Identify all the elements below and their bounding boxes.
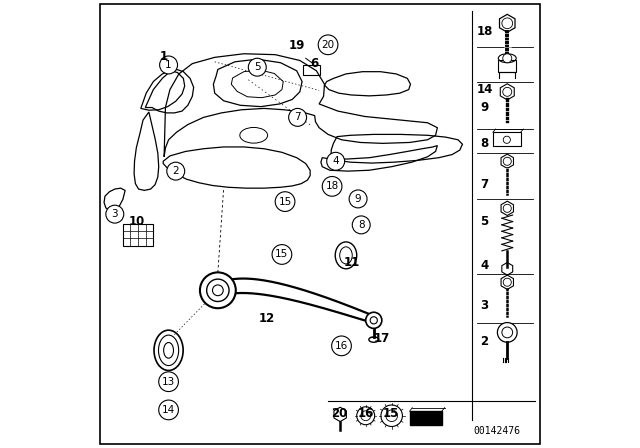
Text: 7: 7 <box>294 112 301 122</box>
Text: 18: 18 <box>476 25 493 38</box>
Text: 16: 16 <box>335 341 348 351</box>
Circle shape <box>503 87 512 96</box>
Circle shape <box>503 278 511 286</box>
Circle shape <box>323 177 342 196</box>
FancyBboxPatch shape <box>410 411 442 425</box>
Circle shape <box>352 216 370 234</box>
Text: 19: 19 <box>289 39 305 52</box>
Text: 5: 5 <box>254 62 260 72</box>
Text: 4: 4 <box>332 156 339 166</box>
Circle shape <box>497 323 517 342</box>
Text: 7: 7 <box>481 178 488 191</box>
Text: 13: 13 <box>162 377 175 387</box>
Text: 6: 6 <box>310 57 319 70</box>
Circle shape <box>370 317 378 324</box>
Circle shape <box>272 245 292 264</box>
Circle shape <box>332 336 351 356</box>
Circle shape <box>318 35 338 55</box>
Text: 4: 4 <box>480 258 488 272</box>
Circle shape <box>503 54 512 63</box>
Text: 15: 15 <box>383 407 399 421</box>
Text: 20: 20 <box>321 40 335 50</box>
Text: 3: 3 <box>111 209 118 219</box>
Circle shape <box>248 58 266 76</box>
Text: 2: 2 <box>481 335 488 348</box>
Text: 17: 17 <box>374 332 390 345</box>
Text: 18: 18 <box>326 181 339 191</box>
Text: 2: 2 <box>172 166 179 176</box>
Text: 11: 11 <box>344 256 360 269</box>
Text: 1: 1 <box>165 60 172 70</box>
Circle shape <box>502 327 513 338</box>
Circle shape <box>106 205 124 223</box>
Text: 12: 12 <box>259 311 275 325</box>
Text: 15: 15 <box>278 197 292 207</box>
Text: 00142476: 00142476 <box>474 426 520 436</box>
Text: 1: 1 <box>160 49 168 63</box>
Text: 16: 16 <box>358 407 374 421</box>
Text: 20: 20 <box>332 407 348 421</box>
Circle shape <box>503 136 511 143</box>
Circle shape <box>503 157 511 165</box>
Circle shape <box>503 204 511 212</box>
Text: 14: 14 <box>162 405 175 415</box>
Circle shape <box>207 279 229 302</box>
Circle shape <box>289 108 307 126</box>
Circle shape <box>200 272 236 308</box>
Circle shape <box>365 312 382 328</box>
Circle shape <box>502 18 513 29</box>
Text: 8: 8 <box>358 220 365 230</box>
Text: 9: 9 <box>480 101 488 114</box>
Text: 15: 15 <box>275 250 289 259</box>
Circle shape <box>212 285 223 296</box>
Text: 14: 14 <box>476 83 493 96</box>
Circle shape <box>159 56 177 74</box>
Text: 10: 10 <box>128 215 145 228</box>
Text: 5: 5 <box>480 215 488 228</box>
Circle shape <box>326 152 344 170</box>
Text: 9: 9 <box>355 194 362 204</box>
Circle shape <box>349 190 367 208</box>
Text: 3: 3 <box>481 299 488 312</box>
Circle shape <box>159 400 179 420</box>
Circle shape <box>167 162 185 180</box>
Circle shape <box>275 192 295 211</box>
Circle shape <box>159 372 179 392</box>
Text: 8: 8 <box>480 137 488 150</box>
